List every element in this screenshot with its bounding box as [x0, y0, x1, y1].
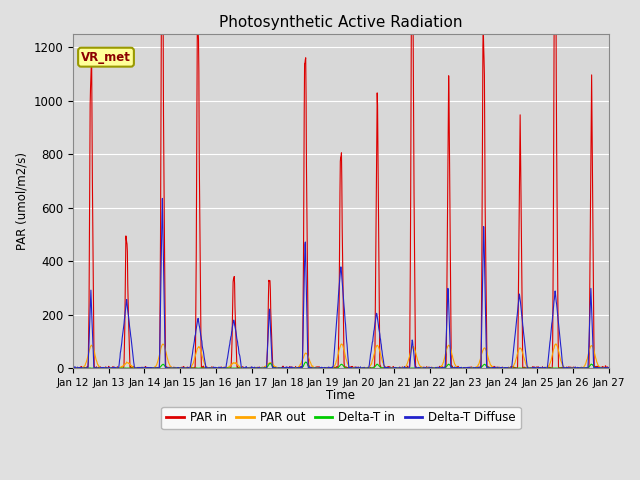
PAR in [424, 365, 432, 371]
Delta-T in [605, 365, 612, 371]
Delta-T in [542, 365, 550, 371]
PAR out [175, 365, 183, 371]
Legend: PAR in, PAR out, Delta-T in, Delta-T Diffuse: PAR in, PAR out, Delta-T in, Delta-T Dif… [161, 407, 520, 429]
Delta-T Diffuse [541, 364, 549, 370]
PAR out [69, 365, 77, 371]
PAR in [69, 364, 77, 370]
Delta-T in [302, 359, 310, 365]
Y-axis label: PAR (umol/m2/s): PAR (umol/m2/s) [15, 152, 28, 250]
PAR in [175, 365, 183, 371]
PAR out [494, 365, 502, 371]
Delta-T Diffuse [69, 365, 77, 371]
Delta-T Diffuse [605, 365, 612, 371]
PAR out [424, 365, 431, 371]
Line: Delta-T Diffuse: Delta-T Diffuse [73, 198, 609, 368]
X-axis label: Time: Time [326, 389, 355, 402]
PAR in [70, 365, 77, 371]
Text: VR_met: VR_met [81, 51, 131, 64]
Delta-T Diffuse [175, 365, 183, 371]
PAR in [494, 364, 502, 370]
PAR out [605, 365, 612, 371]
Delta-T in [70, 365, 77, 371]
PAR in [189, 365, 196, 371]
PAR in [248, 365, 256, 371]
Delta-T Diffuse [189, 350, 196, 356]
PAR out [188, 362, 196, 368]
Delta-T Diffuse [248, 365, 256, 371]
Delta-T in [175, 365, 183, 371]
Line: Delta-T in: Delta-T in [73, 362, 609, 368]
Delta-T in [425, 365, 433, 371]
PAR out [552, 341, 559, 347]
PAR out [541, 365, 549, 371]
Delta-T Diffuse [494, 365, 502, 371]
Title: Photosynthetic Active Radiation: Photosynthetic Active Radiation [219, 15, 463, 30]
Line: PAR in: PAR in [73, 0, 609, 368]
Line: PAR out: PAR out [73, 344, 609, 368]
Delta-T in [189, 365, 196, 371]
PAR in [541, 365, 549, 371]
Delta-T in [248, 365, 256, 371]
PAR in [605, 365, 612, 371]
PAR out [248, 365, 256, 371]
Delta-T Diffuse [159, 195, 166, 201]
Delta-T in [495, 365, 502, 371]
Delta-T in [69, 365, 77, 371]
Delta-T Diffuse [424, 365, 432, 371]
